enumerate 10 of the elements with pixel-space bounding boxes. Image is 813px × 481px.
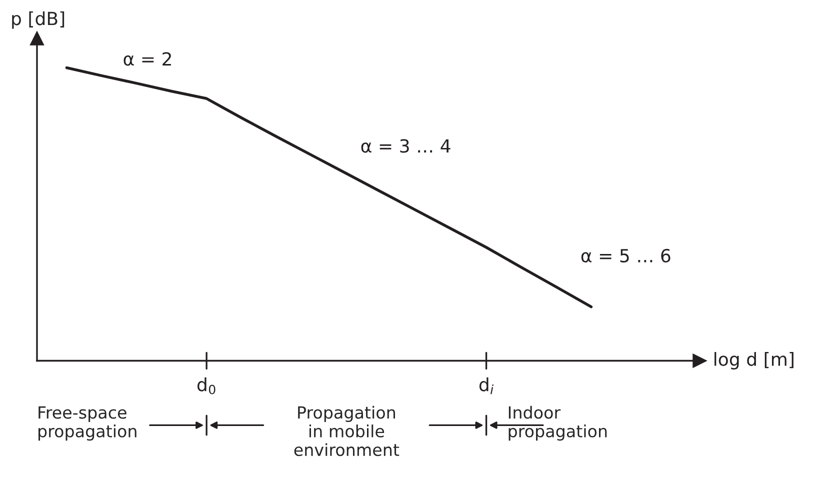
text: Free-space propagation — [38, 406, 136, 441]
text: log d [m] — [714, 352, 794, 370]
text: Propagation in mobile environment — [294, 406, 400, 456]
annotation: α = 3 … 4 — [361, 139, 450, 153]
y-axis-title: p [dB] — [12, 11, 64, 29]
text: α = 2 — [124, 52, 171, 66]
annotation: α = 5 … 6 — [581, 248, 670, 262]
x-tick-label: d$_{i}$ — [479, 377, 494, 394]
text: Indoor propagation — [508, 406, 607, 441]
x-tick-label: d$_{0}$ — [197, 377, 216, 394]
